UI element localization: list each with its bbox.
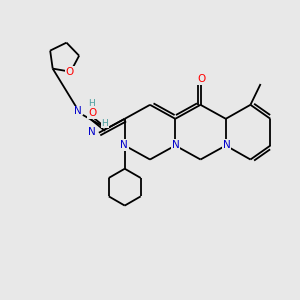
Text: H: H: [88, 98, 95, 107]
Text: N: N: [74, 106, 82, 116]
Text: O: O: [66, 67, 74, 77]
Text: N: N: [88, 127, 96, 137]
Text: O: O: [88, 108, 97, 118]
Text: O: O: [197, 74, 205, 84]
Text: N: N: [120, 140, 128, 150]
Text: N: N: [172, 140, 180, 150]
Text: H: H: [101, 119, 108, 128]
Text: N: N: [223, 140, 230, 150]
